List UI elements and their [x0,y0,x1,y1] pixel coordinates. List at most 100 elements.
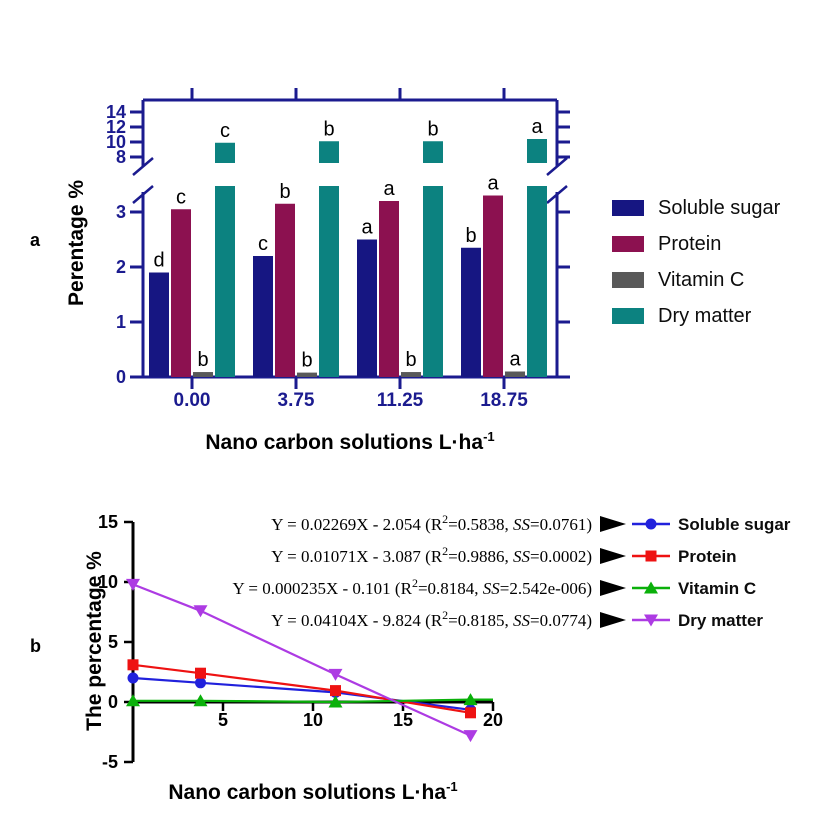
panel-a-x-tick-label: 18.75 [480,390,528,411]
legend-label: Protein [678,547,737,566]
significance-letter: a [383,178,395,200]
legend-label: Dry matter [658,304,752,327]
bar [357,239,377,377]
legend-label: Soluble sugar [658,196,781,219]
bar-series-vitamin-c [193,371,525,377]
significance-letter: c [220,120,230,142]
bar [171,209,191,377]
panel-a-x-axis-title: Nano carbon solutions L·ha-1 [143,429,557,455]
panel-b-letter: b [30,636,41,656]
panel-a-frame [141,98,559,379]
marker-triangle-up [126,694,140,707]
significance-letter: a [487,173,499,195]
bar-lower-segment [319,186,339,377]
marker-circle [645,518,657,530]
bar-series-soluble-sugar [149,239,481,377]
regression-equation: Y = 0.04104X - 9.824 (R2=0.8185, SS=0.07… [271,608,592,630]
significance-letter: b [323,118,334,140]
bar-lower-segment [215,186,235,377]
panel-b-x-tick-label: 20 [483,710,503,730]
panel-b-x-axis-title: Nano carbon solutions L·ha-1 [133,779,493,805]
significance-letter: b [301,350,312,372]
regression-equation: Y = 0.02269X - 2.054 (R2=0.5838, SS=0.07… [271,512,592,534]
panel-b-x-axis-title-text: Nano carbon solutions L·ha [168,781,447,804]
marker-triangle-down [328,668,343,681]
bar [461,247,481,377]
axis-break-mark [132,157,154,204]
legend-swatch [612,236,644,252]
panel-a-x-axis-title-text: Nano carbon solutions L·ha [205,431,484,454]
panel-b-y-tick-label: 15 [98,512,118,532]
legend-swatch [612,272,644,288]
significance-letter: d [153,250,164,272]
bar [275,203,295,377]
marker-triangle-up [463,693,478,706]
legend-item: Soluble sugar [612,190,780,226]
arrowhead-icon [600,516,626,532]
panel-a-y-tick-label: 1 [116,312,126,332]
significance-letter: b [465,225,476,247]
panel-a-legend: Soluble sugar Protein Vitamin C Dry matter [612,190,780,334]
bar [483,195,503,377]
bar-lower-segment [527,186,547,377]
bar-upper-segment [215,142,235,163]
axis-break-mark [546,157,568,204]
panel-b-x-tick-label: 10 [303,710,323,730]
line-protein [132,663,471,714]
bar-upper-segment [423,141,443,163]
panel-b-y-tick-label: 10 [98,572,118,592]
panel-b-x-tick-label: 5 [218,710,228,730]
panel-b-x-tick-label: 15 [393,710,413,730]
legend-label: Protein [658,232,722,255]
bar-series-dry-matter [215,139,547,377]
legend-label: Vitamin C [658,268,745,291]
arrowhead-icon [600,580,626,596]
panel-b-y-tick-label: 0 [108,692,118,712]
bar [193,372,213,377]
panel-b-y-tick-label: 5 [108,632,118,652]
panel-b-chart: -5 0 5 10 15 5 10 15 20 Y = 0.02269X - 2.054 (R2=… [98,512,791,772]
bar [297,372,317,377]
panel-a-x-tick-label: 0.00 [174,390,211,411]
legend-swatch [612,200,644,216]
panel-a-x-axis-title-exponent: -1 [483,429,495,444]
legend-item: Vitamin C [612,262,780,298]
panel-a-letter: a [30,230,41,250]
significance-letter: b [279,181,290,203]
legend-label: Vitamin C [678,579,756,598]
marker-triangle-up [644,581,658,594]
marker-triangle-up [328,695,343,708]
bar [379,201,399,377]
panel-b-y-axis-label: The percentage % [83,551,106,731]
panel-a-y-tick-label: 10 [106,132,126,152]
bar-upper-segment [527,139,547,163]
panel-a-y-tick-label: 2 [116,257,126,277]
line-dry-matter [132,583,471,737]
marker-circle [195,677,206,689]
legend-swatch [612,308,644,324]
legend-label: Soluble sugar [678,515,791,534]
panel-a-y-tick-label: 8 [116,147,126,167]
significance-letter: c [258,233,268,255]
legend-item: Dry matter [612,298,780,334]
marker-triangle-up [193,694,208,707]
marker-triangle-down [193,605,208,618]
significance-letter: a [361,217,373,239]
bar [253,256,273,377]
significance-letter: b [427,118,438,140]
marker-square [195,667,206,679]
legend-label: Dry matter [678,611,763,630]
legend-item: Protein [612,226,780,262]
panel-a-y-tick-label: 0 [116,367,126,387]
marker-square [330,685,341,697]
marker-square [127,659,139,671]
regression-equation: Y = 0.000235X - 0.101 (R2=0.8184, SS=2.5… [233,576,592,598]
panel-b-x-axis-title-exponent: -1 [446,779,458,794]
significance-letter: a [509,349,521,371]
panel-a-y-tick-label: 12 [106,117,126,137]
significance-letter: b [197,349,208,371]
arrowhead-icon [600,612,626,628]
significance-letter: a [531,116,543,138]
